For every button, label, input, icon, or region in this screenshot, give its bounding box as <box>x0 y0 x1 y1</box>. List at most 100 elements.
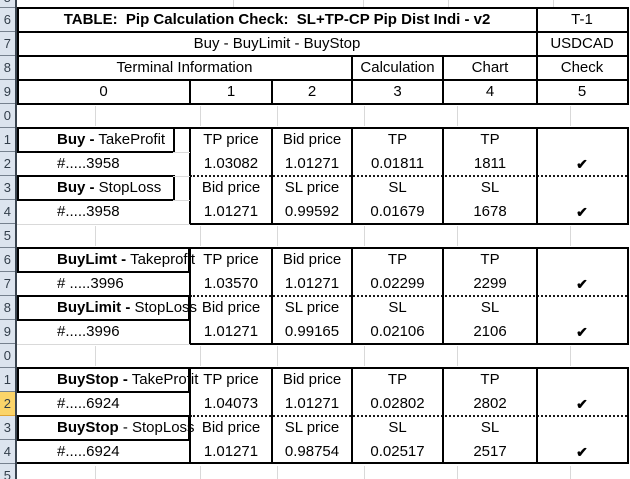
group-header-terminal[interactable]: Terminal Information <box>116 59 253 76</box>
price-header-cell[interactable]: Bid price <box>282 131 342 148</box>
row-number[interactable]: 7 <box>0 272 15 296</box>
row-number[interactable]: 3 <box>0 176 15 200</box>
calc-header-cell[interactable]: SL <box>388 419 407 436</box>
ticket-cell[interactable]: #.....3996 <box>57 323 120 340</box>
group-header-calculation[interactable]: Calculation <box>360 59 435 76</box>
price-header-cell[interactable]: Bid price <box>282 371 342 388</box>
chart-header-cell[interactable]: SL <box>480 419 500 436</box>
check-cell[interactable]: ✔ <box>576 444 588 460</box>
value-cell[interactable]: 0.02106 <box>370 323 425 340</box>
trade-label-buystop-stoploss[interactable]: BuyStop - StopLoss <box>57 419 195 436</box>
trade-label-buy-takeprofit[interactable]: Buy - TakeProfit <box>57 131 166 148</box>
row-number[interactable]: 5 <box>0 224 15 248</box>
value-cell[interactable]: 0.98754 <box>284 443 340 460</box>
chart-header-cell[interactable]: SL <box>480 179 500 196</box>
trade-label-buy-stoploss[interactable]: Buy - StopLoss <box>57 179 162 196</box>
calc-header-cell[interactable]: TP <box>387 371 408 388</box>
row-number[interactable]: 8 <box>0 56 15 80</box>
row-number[interactable]: 0 <box>0 104 15 128</box>
value-cell[interactable]: 0.01679 <box>370 203 425 220</box>
col-index-2[interactable]: 2 <box>307 83 317 100</box>
price-header-cell[interactable]: Bid price <box>201 299 261 316</box>
trade-label-buystop-takeprofit[interactable]: BuyStop - TakeProfit <box>57 371 199 388</box>
col-index-0[interactable]: 0 <box>99 83 108 100</box>
trade-label-buylimit-takeprofit[interactable]: BuyLimt - Takeprofit <box>57 251 196 268</box>
ticket-cell[interactable]: #.....3958 <box>57 203 120 220</box>
calc-header-cell[interactable]: TP <box>387 131 408 148</box>
price-header-cell[interactable]: TP price <box>203 371 259 388</box>
value-cell[interactable]: 0.01811 <box>370 155 425 172</box>
check-cell[interactable]: ✔ <box>576 324 588 340</box>
check-cell[interactable]: ✔ <box>576 156 588 172</box>
value-cell[interactable]: 2106 <box>473 323 507 340</box>
value-cell[interactable]: 0.02517 <box>370 443 425 460</box>
value-cell[interactable]: 1.03082 <box>203 155 259 172</box>
ticket-cell[interactable]: #.....6924 <box>57 395 120 412</box>
ticket-cell[interactable]: #.....6924 <box>57 443 120 460</box>
price-header-cell[interactable]: TP price <box>203 251 259 268</box>
value-cell[interactable]: 1678 <box>473 203 507 220</box>
chart-header-cell[interactable]: TP <box>480 131 500 148</box>
value-cell[interactable]: 1.01271 <box>284 275 340 292</box>
value-cell[interactable]: 1.01271 <box>203 443 259 460</box>
table-ref[interactable]: T-1 <box>571 11 593 28</box>
row-number-selected[interactable]: 2 <box>0 392 15 416</box>
price-header-cell[interactable]: TP price <box>203 131 259 148</box>
check-cell[interactable]: ✔ <box>576 276 588 292</box>
symbol-cell[interactable]: USDCAD <box>550 35 614 52</box>
row-number[interactable]: 2 <box>0 152 15 176</box>
value-cell[interactable]: 2299 <box>473 275 507 292</box>
row-number[interactable]: 3 <box>0 416 15 440</box>
price-header-cell[interactable]: SL price <box>284 299 340 316</box>
value-cell[interactable]: 1.01271 <box>203 323 259 340</box>
value-cell[interactable]: 2802 <box>473 395 507 412</box>
chart-header-cell[interactable]: TP <box>480 371 500 388</box>
value-cell[interactable]: 1.01271 <box>284 155 340 172</box>
ticket-cell[interactable]: #.....3958 <box>57 155 120 172</box>
value-cell[interactable]: 0.99592 <box>284 203 340 220</box>
row-number[interactable]: 5 <box>0 0 15 8</box>
chart-header-cell[interactable]: TP <box>480 251 500 268</box>
row-number[interactable]: 6 <box>0 248 15 272</box>
price-header-cell[interactable]: Bid price <box>201 419 261 436</box>
value-cell[interactable]: 1.03570 <box>203 275 259 292</box>
col-index-3[interactable]: 3 <box>393 83 402 100</box>
ticket-cell[interactable]: # .....3996 <box>57 275 124 292</box>
group-header-check[interactable]: Check <box>560 59 604 76</box>
row-number[interactable]: 7 <box>0 32 15 56</box>
price-header-cell[interactable]: SL price <box>284 419 340 436</box>
row-number[interactable]: 4 <box>0 440 15 464</box>
row-number[interactable]: 9 <box>0 320 15 344</box>
value-cell[interactable]: 0.99165 <box>284 323 340 340</box>
value-cell[interactable]: 1.04073 <box>203 395 259 412</box>
chart-header-cell[interactable]: SL <box>480 299 500 316</box>
row-number[interactable]: 1 <box>0 368 15 392</box>
value-cell[interactable]: 0.02299 <box>370 275 425 292</box>
price-header-cell[interactable]: SL price <box>284 179 340 196</box>
col-index-5[interactable]: 5 <box>577 83 587 100</box>
row-number[interactable]: 1 <box>0 128 15 152</box>
table-title[interactable]: TABLE: Pip Calculation Check: SL+TP-CP P… <box>63 11 491 28</box>
calc-header-cell[interactable]: SL <box>388 299 407 316</box>
check-cell[interactable]: ✔ <box>576 396 588 412</box>
value-cell[interactable]: 1811 <box>473 155 507 172</box>
trade-label-buylimit-stoploss[interactable]: BuyLimit - StopLoss <box>57 299 198 316</box>
check-cell[interactable]: ✔ <box>576 204 588 220</box>
col-index-4[interactable]: 4 <box>485 83 495 100</box>
value-cell[interactable]: 2517 <box>473 443 507 460</box>
row-number[interactable]: 0 <box>0 344 15 368</box>
group-header-chart[interactable]: Chart <box>471 59 509 76</box>
value-cell[interactable]: 0.02802 <box>370 395 425 412</box>
calc-header-cell[interactable]: SL <box>388 179 407 196</box>
row-number[interactable]: 8 <box>0 296 15 320</box>
row-number[interactable]: 5 <box>0 464 15 479</box>
calc-header-cell[interactable]: TP <box>387 251 408 268</box>
price-header-cell[interactable]: Bid price <box>282 251 342 268</box>
row-number[interactable]: 6 <box>0 8 15 32</box>
row-number[interactable]: 4 <box>0 200 15 224</box>
value-cell[interactable]: 1.01271 <box>203 203 259 220</box>
row-number[interactable]: 9 <box>0 80 15 104</box>
value-cell[interactable]: 1.01271 <box>284 395 340 412</box>
price-header-cell[interactable]: Bid price <box>201 179 261 196</box>
subtitle[interactable]: Buy - BuyLimit - BuyStop <box>193 35 361 52</box>
